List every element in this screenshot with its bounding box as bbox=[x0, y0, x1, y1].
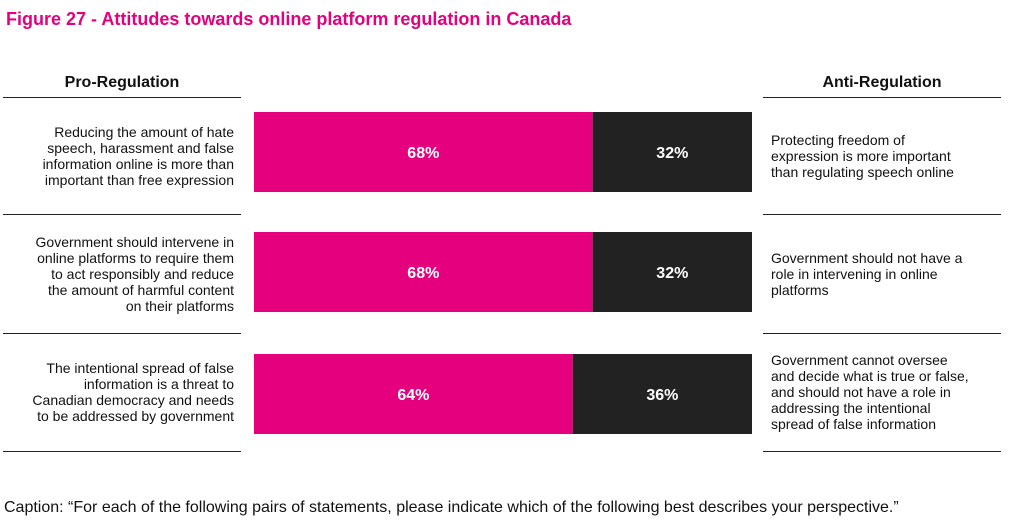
bar-pro-regulation bbox=[254, 112, 593, 192]
pro-statement: The intentional spread of false informati… bbox=[3, 333, 234, 451]
pro-statement-line: important than free expression bbox=[44, 171, 234, 188]
anti-statement-line: and decide what is true or false, bbox=[771, 368, 969, 384]
pro-statement-line: Government should intervene in bbox=[35, 233, 234, 250]
anti-statement: Protecting freedom of expression is more … bbox=[771, 97, 1011, 214]
anti-statement-line: role in intervening in online bbox=[771, 265, 938, 282]
pro-statement-line: speech, harassment and false bbox=[47, 139, 234, 156]
row-divider-right bbox=[763, 333, 1001, 334]
bottom-rule-left bbox=[3, 451, 241, 452]
anti-statement: Government should not have a role in inte… bbox=[771, 214, 1011, 333]
pro-statement-line: information online is more than bbox=[42, 155, 234, 172]
bar-anti-regulation bbox=[572, 354, 752, 434]
row-divider-left bbox=[3, 333, 241, 334]
pro-regulation-header: Pro-Regulation bbox=[64, 74, 180, 91]
anti-statement: Government cannot oversee and decide what… bbox=[771, 333, 1011, 451]
anti-statement-line: than regulating speech online bbox=[771, 163, 954, 180]
anti-statement-line: platforms bbox=[771, 281, 829, 298]
pro-statement-line: online platforms to require them bbox=[37, 249, 234, 266]
anti-statement-line: Government should not have a bbox=[771, 249, 963, 266]
pro-statement-line: Reducing the amount of hate bbox=[54, 123, 234, 140]
anti-statement-line: expression is more important bbox=[771, 147, 951, 164]
pro-statement-line: on their platforms bbox=[125, 297, 234, 314]
bar-anti-regulation bbox=[592, 232, 752, 312]
anti-statement-line: Government cannot oversee bbox=[771, 352, 948, 368]
anti-statement-line: and should not have a role in bbox=[771, 384, 951, 400]
anti-statement-line: addressing the intentional bbox=[771, 400, 931, 416]
bar-label-pro: 68% bbox=[407, 265, 439, 282]
bar-label-anti: 32% bbox=[656, 145, 688, 162]
anti-statement-line: Protecting freedom of bbox=[771, 131, 905, 148]
pro-statement-line: Canadian democracy and needs bbox=[32, 392, 234, 408]
header-rule-left bbox=[3, 97, 241, 98]
bottom-rule-right bbox=[763, 451, 1001, 452]
anti-regulation-header: Anti-Regulation bbox=[822, 74, 942, 91]
anti-statement-line: spread of false information bbox=[771, 416, 936, 432]
bar-label-anti: 32% bbox=[656, 265, 688, 282]
row-divider-left bbox=[3, 214, 241, 215]
bar-label-pro: 64% bbox=[397, 387, 429, 404]
pro-statement-line: information is a threat to bbox=[83, 376, 234, 392]
pro-statement-line: to act responsibly and reduce bbox=[51, 265, 234, 282]
figure-caption: Caption: “For each of the following pair… bbox=[4, 499, 899, 516]
pro-statement-line: to be addressed by government bbox=[37, 408, 234, 424]
bar-label-anti: 36% bbox=[646, 387, 678, 404]
header-rule-right bbox=[763, 97, 1001, 98]
figure-title: Figure 27 - Attitudes towards online pla… bbox=[6, 9, 572, 29]
bar-anti-regulation bbox=[592, 112, 752, 192]
pro-statement: Reducing the amount of hate speech, haras… bbox=[3, 97, 234, 214]
bar-pro-regulation bbox=[254, 354, 573, 434]
bar-pro-regulation bbox=[254, 232, 593, 312]
pro-statement-line: the amount of harmful content bbox=[48, 281, 234, 298]
bar-label-pro: 68% bbox=[407, 145, 439, 162]
row-divider-right bbox=[763, 214, 1001, 215]
pro-statement-line: The intentional spread of false bbox=[46, 360, 234, 376]
pro-statement: Government should intervene in online pla… bbox=[3, 214, 234, 333]
